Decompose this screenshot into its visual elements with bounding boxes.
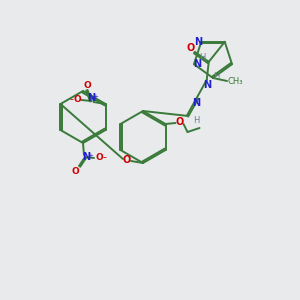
Text: CH₃: CH₃: [227, 76, 243, 85]
Text: +: +: [93, 94, 98, 100]
Text: N: N: [203, 80, 211, 90]
Text: H: H: [199, 53, 205, 62]
Text: -: -: [102, 152, 106, 162]
Text: N: N: [82, 152, 90, 162]
Text: H: H: [194, 116, 200, 125]
Text: O: O: [95, 154, 103, 163]
Text: O: O: [123, 155, 131, 165]
Text: N: N: [88, 93, 96, 103]
Text: O: O: [176, 117, 184, 127]
Text: -: -: [70, 94, 74, 104]
Text: N: N: [193, 59, 201, 69]
Text: O: O: [84, 80, 92, 89]
Text: N: N: [194, 37, 202, 47]
Text: H: H: [214, 72, 220, 81]
Text: O: O: [187, 43, 195, 53]
Text: +: +: [87, 153, 93, 159]
Text: O: O: [74, 95, 81, 104]
Text: O: O: [71, 167, 79, 176]
Text: N: N: [192, 98, 200, 108]
